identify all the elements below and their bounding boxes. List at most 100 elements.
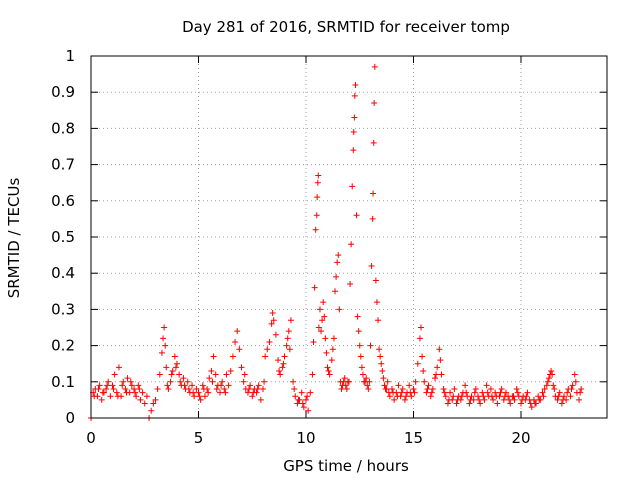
- data-point: [229, 353, 236, 360]
- data-point: [411, 389, 418, 396]
- data-point: [353, 212, 360, 219]
- data-point: [416, 335, 423, 342]
- data-point: [213, 386, 220, 393]
- data-point: [380, 375, 387, 382]
- data-point: [225, 382, 232, 389]
- data-point: [290, 378, 297, 385]
- data-point: [466, 400, 473, 407]
- data-point: [281, 353, 288, 360]
- data-point: [291, 386, 298, 393]
- data-point: [309, 371, 316, 378]
- data-point: [264, 346, 271, 353]
- data-point: [578, 386, 585, 393]
- data-point: [378, 360, 385, 367]
- data-point: [304, 393, 311, 400]
- data-point: [270, 317, 277, 324]
- data-point: [330, 335, 337, 342]
- data-point: [318, 328, 325, 335]
- data-point: [394, 393, 401, 400]
- data-point: [381, 382, 388, 389]
- data-point: [370, 190, 377, 197]
- data-point: [424, 386, 431, 393]
- data-point: [169, 367, 176, 374]
- x-axis-label: GPS time / hours: [283, 457, 409, 475]
- data-point: [383, 386, 390, 393]
- data-point: [234, 328, 241, 335]
- data-point: [191, 393, 198, 400]
- data-point: [323, 349, 330, 356]
- data-point: [492, 389, 499, 396]
- data-point: [419, 353, 426, 360]
- data-point: [156, 371, 163, 378]
- data-point: [269, 310, 276, 317]
- data-point: [161, 324, 168, 331]
- data-point: [196, 393, 203, 400]
- data-point: [119, 382, 126, 389]
- y-tick-label: 0.5: [51, 228, 75, 246]
- data-point: [423, 389, 430, 396]
- data-point: [363, 375, 370, 382]
- data-point: [240, 378, 247, 385]
- data-point: [210, 353, 217, 360]
- data-point: [329, 346, 336, 353]
- data-point: [148, 407, 155, 414]
- x-tick-labels: 0 5 10 15 20: [86, 429, 530, 447]
- data-point: [275, 357, 282, 364]
- data-point: [217, 389, 223, 396]
- data-point: [171, 353, 178, 360]
- data-point: [137, 396, 144, 403]
- data-point: [113, 389, 120, 396]
- data-point: [105, 378, 112, 385]
- data-point: [181, 382, 188, 389]
- data-point: [184, 378, 191, 385]
- data-point: [177, 378, 184, 385]
- data-point: [501, 393, 508, 400]
- data-point: [154, 386, 161, 393]
- data-point: [136, 386, 143, 393]
- data-point: [564, 389, 571, 396]
- data-point: [498, 386, 505, 393]
- data-point: [332, 288, 339, 295]
- data-point: [453, 400, 460, 407]
- data-point: [201, 393, 208, 400]
- data-point: [303, 396, 309, 403]
- data-point: [319, 317, 326, 324]
- y-tick-label: 0.6: [51, 192, 75, 210]
- data-point: [336, 306, 343, 313]
- data-point: [408, 393, 415, 400]
- data-point: [197, 396, 204, 403]
- data-point: [444, 400, 451, 407]
- data-point: [468, 393, 475, 400]
- data-point: [190, 389, 197, 396]
- data-point: [502, 389, 509, 396]
- data-point: [531, 400, 538, 407]
- data-point: [260, 386, 266, 393]
- data-point: [266, 338, 273, 345]
- data-point: [246, 386, 253, 393]
- data-point: [313, 212, 320, 219]
- data-point: [286, 346, 293, 353]
- data-point: [143, 393, 150, 400]
- plot-frame: [90, 55, 608, 419]
- data-point: [476, 396, 483, 403]
- data-point: [298, 389, 305, 396]
- data-point: [206, 375, 213, 382]
- data-point: [299, 400, 306, 407]
- x-tick-label: 20: [511, 429, 530, 447]
- data-point: [359, 371, 366, 378]
- data-point: [279, 364, 286, 371]
- data-point: [261, 378, 268, 385]
- data-point: [338, 386, 345, 393]
- data-point: [165, 386, 172, 393]
- data-point: [450, 393, 457, 400]
- data-point: [364, 382, 371, 389]
- data-point: [429, 386, 436, 393]
- data-point: [477, 400, 484, 407]
- data-point: [547, 371, 554, 378]
- data-point: [462, 382, 469, 389]
- data-point: [174, 360, 180, 367]
- data-point: [471, 389, 478, 396]
- data-point: [189, 382, 196, 389]
- data-point: [219, 378, 226, 385]
